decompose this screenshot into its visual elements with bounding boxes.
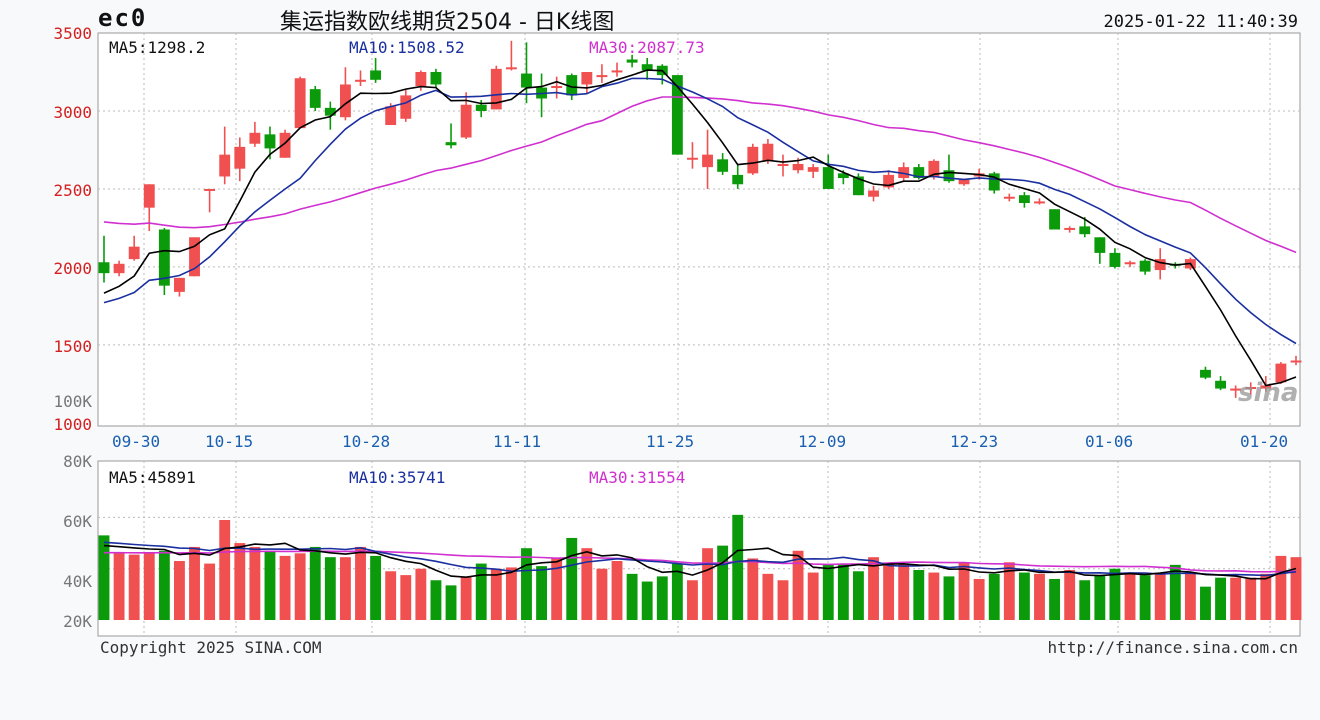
y-tick-3500: 3500 [53, 24, 92, 43]
timestamp: 2025-01-22 11:40:39 [1103, 12, 1298, 32]
vol-tick-40k: 40K [63, 572, 92, 591]
y-tick-2500: 2500 [53, 181, 92, 200]
x-tick-0106: 01-06 [1085, 432, 1134, 451]
price-ma5-legend: MA5:1298.2 [109, 38, 206, 57]
vol-tick-20k: 20K [63, 612, 92, 631]
y-tick-3000: 3000 [53, 103, 92, 122]
x-tick-0120: 01-20 [1240, 432, 1289, 451]
sina-watermark: sina [1238, 378, 1299, 408]
y-tick-2000: 2000 [53, 259, 92, 278]
volume-ma5-legend: MA5:45891 [109, 468, 196, 487]
x-tick-1223: 12-23 [950, 432, 999, 451]
volume-ma30-legend: MA30:31554 [589, 468, 686, 487]
source-url[interactable]: http://finance.sina.com.cn [1047, 638, 1298, 657]
x-tick-1015: 10-15 [205, 432, 254, 451]
x-tick-1028: 10-28 [342, 432, 391, 451]
price-ma10-legend: MA10:1508.52 [349, 38, 465, 57]
x-tick-1111: 11-11 [493, 432, 542, 451]
y-tick-100k: 100K [53, 392, 92, 411]
vol-tick-60k: 60K [63, 512, 92, 531]
y-tick-1000: 1000 [53, 415, 92, 434]
x-tick-0930: 09-30 [112, 432, 161, 451]
chart-title: 集运指数欧线期货2504 - 日K线图 [280, 10, 615, 35]
y-tick-1500: 1500 [53, 337, 92, 356]
volume-ma10-legend: MA10:35741 [349, 468, 446, 487]
x-tick-1125: 11-25 [646, 432, 695, 451]
contract-code: ec0 [98, 4, 148, 32]
price-ma30-legend: MA30:2087.73 [589, 38, 705, 57]
copyright-text: Copyright 2025 SINA.COM [100, 638, 322, 657]
x-tick-1209: 12-09 [798, 432, 847, 451]
vol-tick-80k: 80K [63, 452, 92, 471]
